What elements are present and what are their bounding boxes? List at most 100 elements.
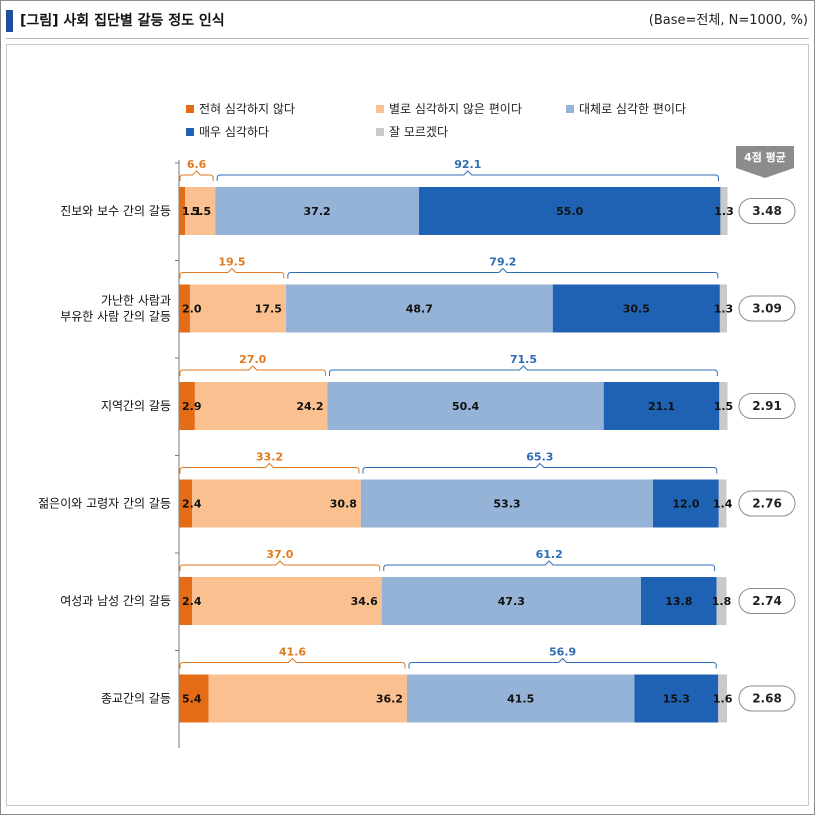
bar-value-label: 2.4	[182, 595, 202, 608]
bar-segment-somewhat	[327, 382, 604, 430]
bar-value-label: 2.0	[182, 303, 202, 316]
bar-value-label: 41.5	[507, 693, 534, 706]
average-header-label: 4점 평균	[744, 150, 786, 164]
not-serious-sum-label: 27.0	[239, 353, 266, 366]
average-value-label: 2.74	[752, 594, 782, 608]
bar-segment-not-at-all	[179, 674, 209, 723]
not-serious-sum-label: 6.6	[187, 158, 207, 171]
legend-label-not-at-all: 전혀 심각하지 않다	[199, 102, 295, 116]
bar-value-label: 1.3	[714, 205, 734, 218]
bar-segment-very	[419, 187, 721, 235]
average-value-badge	[738, 490, 796, 517]
title-accent-bar	[6, 10, 13, 32]
average-value-label: 3.48	[752, 204, 782, 218]
legend-label-very: 매우 심각하다	[199, 125, 270, 139]
bar-value-label: 55.0	[556, 205, 583, 218]
not-serious-sum-bracket	[179, 657, 406, 669]
serious-sum-bracket	[362, 462, 718, 474]
average-value-badge	[738, 685, 796, 712]
serious-sum-bracket	[408, 657, 717, 669]
legend-label-not-very: 별로 심각하지 않은 편이다	[389, 102, 522, 116]
bar-segment-not-at-all	[179, 577, 193, 625]
bar-value-label: 30.5	[623, 303, 650, 316]
serious-sum-bracket	[287, 267, 719, 279]
bar-segment-somewhat	[215, 187, 420, 235]
average-header-box	[736, 146, 794, 178]
serious-sum-bracket	[383, 560, 716, 571]
not-serious-sum-bracket	[179, 462, 360, 474]
average-value-badge	[738, 295, 796, 322]
base-note: (Base=전체, N=1000, %)	[648, 13, 808, 28]
average-value-label: 2.68	[752, 692, 782, 706]
serious-sum-label: 79.2	[489, 256, 516, 269]
legend-swatch-not-very	[376, 105, 384, 113]
bar-value-label: 36.2	[376, 693, 403, 706]
bar-segment-very	[653, 479, 719, 528]
bar-value-label: 47.3	[498, 595, 525, 608]
serious-sum-label: 92.1	[454, 158, 481, 171]
bar-segment-not-at-all	[179, 479, 193, 528]
bar-segment-somewhat	[360, 479, 654, 528]
serious-sum-label: 61.2	[536, 548, 563, 561]
bar-segment-very	[603, 382, 720, 430]
legend-swatch-dont-know	[376, 128, 384, 136]
bar-value-label: 1.4	[713, 498, 733, 511]
legend-swatch-very	[186, 128, 194, 136]
legend-row-2: 매우 심각하다 잘 모르겠다	[186, 123, 746, 146]
legend-swatch-not-at-all	[186, 105, 194, 113]
bar-segment-not-very	[192, 577, 382, 625]
bar-value-label: 1.1	[182, 205, 202, 218]
bar-segment-dont-know	[720, 187, 728, 235]
not-serious-sum-bracket	[179, 267, 285, 279]
legend-item-dont-know: 잘 모르겠다	[376, 123, 448, 141]
bar-value-label: 12.0	[672, 498, 699, 511]
bar-value-label: 1.5	[714, 400, 734, 413]
serious-sum-bracket	[216, 170, 719, 181]
not-serious-sum-bracket	[179, 170, 214, 181]
bar-value-label: 53.3	[493, 498, 520, 511]
bar-value-label: 34.6	[351, 595, 378, 608]
category-label: 젊은이와 고령자 간의 갈등	[38, 497, 171, 511]
average-value-badge	[738, 393, 796, 419]
bar-segment-very	[552, 284, 720, 333]
average-value-label: 2.91	[752, 399, 782, 413]
bar-value-label: 1.3	[714, 303, 734, 316]
bar-segment-not-at-all	[179, 284, 190, 333]
not-serious-sum-label: 19.5	[218, 256, 245, 269]
not-serious-sum-bracket	[179, 365, 327, 376]
legend-row-1: 전혀 심각하지 않다 별로 심각하지 않은 편이다 대체로 심각한 편이다	[186, 100, 746, 123]
not-serious-sum-label: 33.2	[256, 451, 283, 464]
category-label: 진보와 보수 간의 갈등	[60, 204, 171, 218]
bar-segment-not-very	[208, 674, 407, 723]
serious-sum-label: 71.5	[510, 353, 537, 366]
bar-segment-dont-know	[719, 284, 727, 333]
bar-segment-not-at-all	[179, 187, 186, 235]
average-value-label: 2.76	[752, 497, 782, 511]
category-label: 종교간의 갈등	[101, 692, 171, 706]
category-label: 지역간의 갈등	[101, 399, 171, 413]
chart-legend: 전혀 심각하지 않다 별로 심각하지 않은 편이다 대체로 심각한 편이다 매우…	[186, 100, 746, 146]
bar-segment-very	[640, 577, 717, 625]
not-serious-sum-label: 37.0	[266, 548, 293, 561]
bar-segment-dont-know	[716, 577, 727, 625]
bar-segment-dont-know	[718, 674, 727, 723]
bar-segment-not-very	[189, 284, 286, 333]
bar-value-label: 17.5	[255, 303, 282, 316]
bar-value-label: 1.6	[713, 693, 733, 706]
legend-label-dont-know: 잘 모르겠다	[389, 125, 449, 139]
bar-segment-somewhat	[285, 284, 553, 333]
title-divider	[6, 38, 809, 39]
serious-sum-bracket	[329, 365, 718, 376]
bar-value-label: 5.4	[182, 693, 202, 706]
bar-segment-somewhat	[381, 577, 641, 625]
bar-segment-very	[634, 674, 719, 723]
bar-value-label: 2.9	[182, 400, 202, 413]
legend-label-somewhat: 대체로 심각한 편이다	[579, 102, 686, 116]
category-label: 여성과 남성 간의 갈등	[60, 594, 171, 608]
category-label: 부유한 사람 간의 갈등	[60, 310, 171, 324]
bar-segment-not-at-all	[179, 382, 195, 430]
bar-value-label: 15.3	[663, 693, 690, 706]
bar-value-label: 2.4	[182, 498, 202, 511]
not-serious-sum-bracket	[179, 560, 381, 571]
